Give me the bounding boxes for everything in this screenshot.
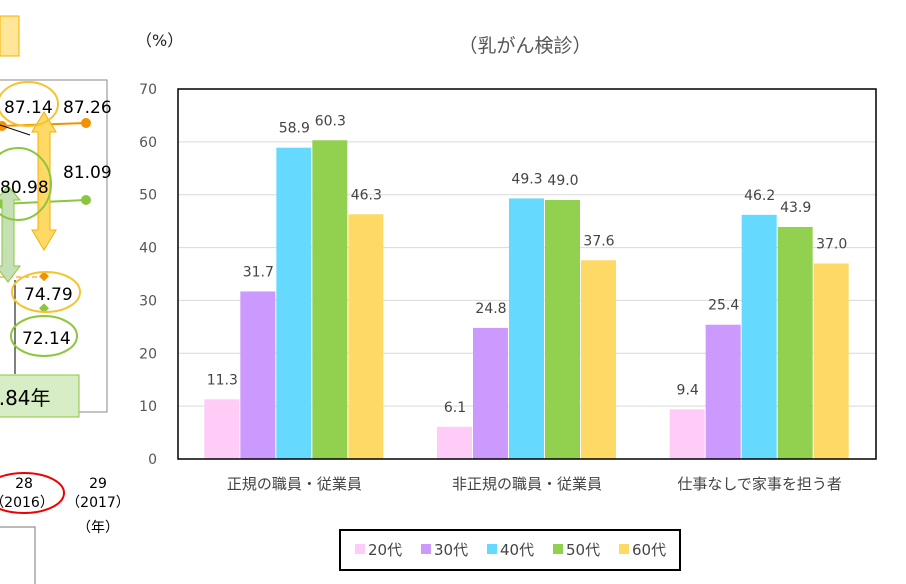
y-tick-label: 20 — [139, 346, 157, 362]
data-label: 31.7 — [243, 264, 274, 280]
y-tick-label: 60 — [139, 135, 157, 151]
data-label: 24.8 — [475, 301, 506, 317]
legend-label: 60代 — [632, 541, 666, 559]
bar-30代-仕事なしで家事を担う者 — [705, 324, 741, 459]
bar-20代-正規の職員・従業員 — [204, 399, 240, 459]
data-label: 58.9 — [279, 121, 310, 137]
y-tick-label: 30 — [139, 293, 157, 309]
data-label: 49.0 — [547, 173, 578, 189]
left-chart-fragment: 87.14 87.26 80.98 81.09 74.79 72.14 8.84… — [0, 15, 130, 584]
value-label: 80.98 — [0, 178, 49, 198]
x-tick-label: 正規の職員・従業員 — [227, 475, 362, 493]
chart-title: （乳がん検診） — [458, 35, 591, 57]
gap-label: 8.84年 — [0, 386, 51, 410]
bar-40代-正規の職員・従業員 — [276, 147, 312, 459]
x-unit: （年） — [77, 520, 119, 536]
legend-swatch-30代 — [421, 544, 431, 554]
bar-50代-非正規の職員・従業員 — [545, 200, 580, 459]
gap-label-box — [0, 374, 80, 418]
x-tick: （2016） — [0, 495, 54, 511]
bar-30代-非正規の職員・従業員 — [473, 327, 508, 459]
bar-50代-正規の職員・従業員 — [312, 140, 348, 459]
y-tick-label: 40 — [139, 241, 157, 257]
data-label: 25.4 — [708, 298, 739, 314]
x-tick: 28 — [15, 476, 33, 492]
highlight-circle — [0, 472, 65, 514]
legend-box-fragment — [0, 15, 20, 57]
data-label: 46.2 — [744, 188, 775, 204]
y-tick-label: 70 — [139, 82, 157, 98]
box-fragment — [0, 526, 36, 584]
legend-label: 50代 — [566, 541, 600, 559]
value-label: 87.14 — [4, 98, 53, 118]
legend-swatch-20代 — [355, 544, 365, 554]
data-label: 49.3 — [511, 171, 542, 187]
bar-40代-仕事なしで家事を担う者 — [741, 214, 777, 459]
bar-60代-非正規の職員・従業員 — [581, 260, 616, 459]
bar-40代-非正規の職員・従業員 — [509, 198, 544, 459]
x-tick-label: 非正規の職員・従業員 — [452, 475, 602, 493]
bar-60代-正規の職員・従業員 — [348, 214, 384, 459]
value-label: 74.79 — [24, 285, 73, 305]
legend-swatch-60代 — [619, 544, 629, 554]
data-label: 60.3 — [315, 113, 346, 129]
data-label: 46.3 — [351, 187, 382, 203]
data-label: 6.1 — [444, 400, 466, 416]
x-tick: 29 — [89, 476, 107, 492]
bar-20代-非正規の職員・従業員 — [437, 426, 472, 459]
x-tick-label: 仕事なしで家事を担う者 — [677, 475, 842, 493]
value-label: 87.26 — [63, 98, 112, 118]
legend-label: 40代 — [500, 541, 534, 559]
gap-arrow-orange — [31, 111, 57, 251]
data-label: 11.3 — [207, 372, 238, 388]
value-label: 72.14 — [22, 329, 71, 349]
legend-label: 20代 — [368, 541, 402, 559]
y-axis-label: （%） — [136, 31, 183, 50]
plot-border — [177, 88, 877, 460]
legend — [339, 529, 681, 571]
legend-label: 30代 — [434, 541, 468, 559]
y-tick-label: 50 — [139, 188, 157, 204]
data-label: 43.9 — [780, 200, 811, 216]
y-tick-label: 10 — [139, 399, 157, 415]
data-label: 37.6 — [583, 233, 614, 249]
y-tick-label: 0 — [148, 452, 157, 468]
gap-arrow-green — [0, 185, 22, 283]
x-tick: （2017） — [66, 495, 130, 511]
bar-30代-正規の職員・従業員 — [240, 291, 276, 459]
bar-60代-仕事なしで家事を担う者 — [813, 263, 849, 459]
data-label: 9.4 — [677, 382, 699, 398]
value-label: 81.09 — [63, 163, 112, 183]
data-label: 37.0 — [816, 236, 847, 252]
legend-swatch-40代 — [487, 544, 497, 554]
legend-swatch-50代 — [553, 544, 563, 554]
bar-50代-仕事なしで家事を担う者 — [777, 226, 813, 459]
bar-20代-仕事なしで家事を担う者 — [669, 409, 705, 459]
